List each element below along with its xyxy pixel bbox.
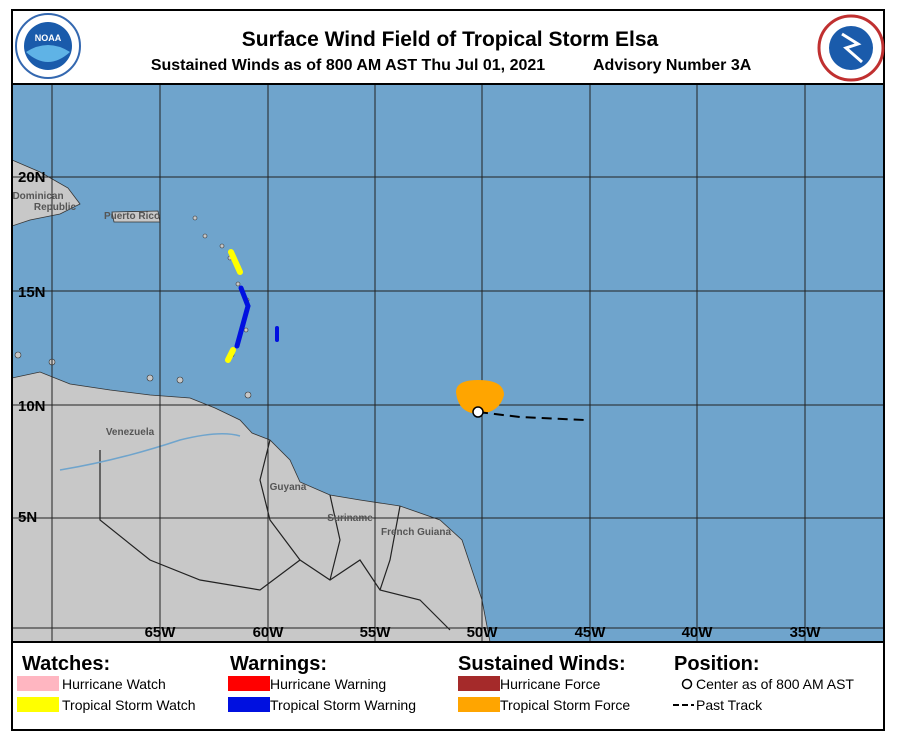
lon-label: 50W <box>467 624 499 641</box>
legend-swatch <box>458 697 500 712</box>
lon-label: 45W <box>575 624 607 641</box>
south-america <box>12 371 491 642</box>
lon-labels: 65W 60W 55W 50W 45W 40W 35W <box>145 624 822 641</box>
map-shape <box>192 215 198 221</box>
legend-swatch <box>17 697 59 712</box>
legend-title: Watches: <box>22 653 110 675</box>
map-shape <box>244 391 252 399</box>
borders-2 <box>259 439 401 591</box>
legend-swatch <box>228 676 270 691</box>
lon-label: 35W <box>790 624 822 641</box>
ts-warning <box>234 285 251 349</box>
legend-swatch <box>458 676 500 691</box>
map-shape <box>176 376 184 384</box>
map-shape <box>14 351 22 359</box>
legend-item: Past Track <box>696 697 763 713</box>
logo-text: NOAA <box>35 33 62 43</box>
legend-item: Hurricane Watch <box>62 676 166 692</box>
ts-watch <box>225 347 236 363</box>
title: Surface Wind Field of Tropical Storm Els… <box>242 28 659 51</box>
lat-label: 5N <box>18 509 37 526</box>
legend-item: Center as of 800 AM AST <box>696 676 854 692</box>
map-shape <box>243 327 249 333</box>
legend-title: Warnings: <box>230 653 327 675</box>
place-label: Guyana <box>270 482 307 493</box>
place-label: Venezuela <box>106 427 155 438</box>
noaa-logo: NOAA <box>15 13 81 79</box>
storm-center <box>472 406 484 418</box>
legend-item: Tropical Storm Warning <box>270 697 416 713</box>
lon-label: 55W <box>360 624 392 641</box>
graticule <box>12 84 884 642</box>
map-shape <box>202 233 208 239</box>
river <box>59 433 241 471</box>
nws-logo <box>817 14 885 82</box>
legend-center <box>681 678 693 690</box>
legend-swatch <box>228 697 270 712</box>
legend-title: Sustained Winds: <box>458 653 626 675</box>
ts-wind-field <box>456 380 504 414</box>
map-border <box>11 83 885 643</box>
map: 20N 15N 10N 5N 65W 60W 55W 50W 45W 40W 35W Domini… <box>12 84 884 642</box>
lat-label: 15N <box>18 284 46 301</box>
place-label: Puerto Rico <box>104 211 160 222</box>
lon-label: 65W <box>145 624 177 641</box>
legend-item: Hurricane Warning <box>270 676 386 692</box>
warnings <box>225 249 279 363</box>
place-label: French Guiana <box>381 527 451 538</box>
place-label: Suriname <box>327 513 373 524</box>
map-shape <box>146 374 154 382</box>
nws-bolt <box>841 32 863 64</box>
place-label: Republic <box>34 202 77 213</box>
place-label: Dominican <box>12 191 63 202</box>
past-track <box>477 411 586 421</box>
logo-wave <box>26 45 70 62</box>
lat-labels: 20N 15N 10N 5N <box>18 169 46 526</box>
map-shape <box>235 281 241 287</box>
map-shape <box>219 243 225 249</box>
lat-label: 10N <box>18 398 46 415</box>
ts-watch <box>228 249 243 275</box>
legend-item: Tropical Storm Force <box>500 697 630 713</box>
legend-item: Tropical Storm Watch <box>62 697 196 713</box>
subtitle: Sustained Winds as of 800 AM AST Thu Jul… <box>151 57 545 74</box>
legend: Watches:Hurricane Watch Tropical Storm Wa… <box>17 653 854 713</box>
lon-label: 40W <box>682 624 714 641</box>
legend-swatch <box>17 676 59 691</box>
legend-title: Position: <box>674 653 760 675</box>
lon-label: 60W <box>253 624 285 641</box>
legend-item: Hurricane Force <box>500 676 601 692</box>
lat-label: 20N <box>18 169 46 186</box>
nws-disc <box>829 26 873 70</box>
advisory: Advisory Number 3A <box>593 57 752 74</box>
